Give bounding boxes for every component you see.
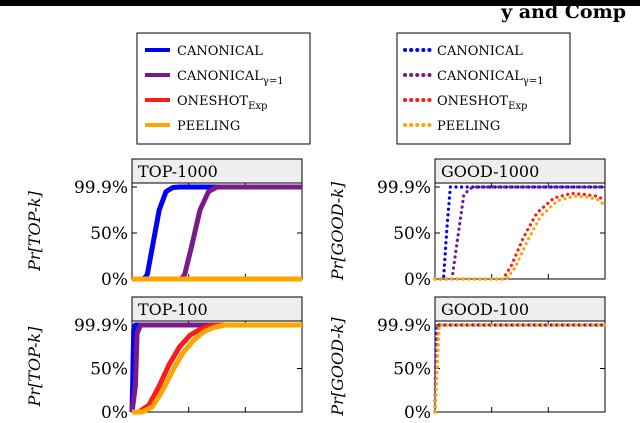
legend-label-oneshot-exp: ONESHOTExp xyxy=(437,94,527,112)
legend-label-canonical: CANONICAL xyxy=(437,44,523,59)
panel-title: GOOD-1000 xyxy=(441,162,539,181)
top-rule xyxy=(0,0,640,6)
y-tick-label: 0% xyxy=(404,403,431,423)
series-line-peeling xyxy=(433,194,607,281)
legend-1: CANONICAL CANONICALγ=1 ONESHOTExp PEELING xyxy=(136,32,311,145)
panel-title-band xyxy=(131,158,303,184)
y-axis-label: Pr[GOOD-k] xyxy=(328,317,347,417)
y-tick-label: 0% xyxy=(404,270,431,290)
y-tick-label: 0% xyxy=(101,403,128,423)
chart-good-100: GOOD-100 99.9% 50% 0% Pr[GOOD-k] xyxy=(328,296,607,423)
y-tick-label: 50% xyxy=(90,224,128,244)
y-tick-label: 99.9% xyxy=(377,316,431,336)
y-axis-label: Pr[GOOD-k] xyxy=(328,181,347,281)
legend-2: CANONICAL CANONICALγ=1 ONESHOTExp PEELING xyxy=(396,32,571,145)
y-tick-label: 50% xyxy=(90,360,128,380)
y-tick-label: 0% xyxy=(101,270,128,290)
legend-label-peeling: PEELING xyxy=(437,119,500,134)
panel-title-band xyxy=(131,296,303,322)
legend-label-canonical-1: CANONICALγ=1 xyxy=(437,69,544,87)
chart-good-1000: GOOD-1000 99.9% 50% 0% Pr[GOOD-k] xyxy=(328,158,607,290)
chart-top-1000: TOP-1000 99.9% 50% 0% Pr[TOP-k] xyxy=(25,158,303,290)
series-line-canonical-1 xyxy=(129,322,302,413)
series-line-peeling xyxy=(132,322,302,415)
y-tick-label: 99.9% xyxy=(74,316,128,336)
chart-top-100: TOP-100 99.9% 50% 0% Pr[TOP-k] xyxy=(25,296,303,423)
legend-label-canonical-1: CANONICALγ=1 xyxy=(177,69,284,87)
y-tick-label: 50% xyxy=(393,224,431,244)
y-tick-label: 99.9% xyxy=(377,178,431,198)
plot-frame xyxy=(434,182,606,280)
panel-title: GOOD-100 xyxy=(441,300,529,319)
series-line-canonical-1 xyxy=(433,185,607,281)
panel-title: TOP-100 xyxy=(138,300,208,319)
series-line-oneshot-exp xyxy=(433,191,607,281)
y-tick-label: 50% xyxy=(393,360,431,380)
panel-title-band xyxy=(434,296,606,322)
y-axis-label: Pr[TOP-k] xyxy=(25,190,44,271)
y-axis-label: Pr[TOP-k] xyxy=(25,326,44,407)
legend-box xyxy=(396,32,571,145)
plot-frame xyxy=(434,320,606,413)
series-line-peeling xyxy=(433,323,607,414)
plot-frame xyxy=(131,182,303,280)
y-tick-label: 99.9% xyxy=(74,178,128,198)
page-header-fragment: y and Comp xyxy=(501,1,626,23)
panel-title: TOP-1000 xyxy=(138,162,218,181)
legend-label-canonical: CANONICAL xyxy=(177,44,263,59)
legend-label-peeling: PEELING xyxy=(177,119,240,134)
legend-label-oneshot-exp: ONESHOTExp xyxy=(177,94,267,112)
